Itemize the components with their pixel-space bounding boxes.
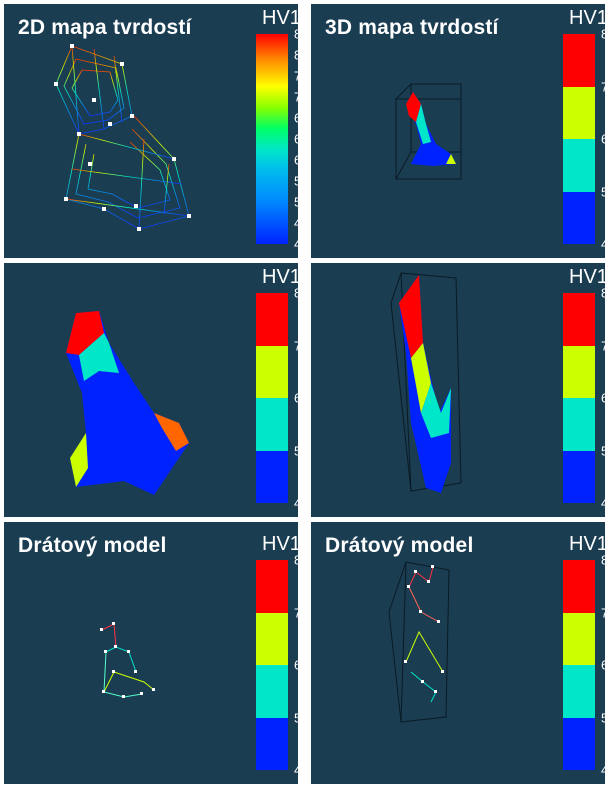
colorbar-band [256,665,288,718]
colorbar-tick-label: 651 [294,131,298,147]
colorbar-tick-label: 554 [601,184,605,199]
colorbar-tick-label: 457 [294,762,298,778]
panel-3d-hardness-map: 3D mapa tvrdostí HV1845 748 651 554 457 [311,4,605,258]
wireframe-2d-view [100,622,155,698]
colorbar-band [563,450,595,503]
colorbar-tick-label: 768 [294,68,298,84]
colorbar-band [256,717,288,770]
colorbar-tick-label: 845 [601,285,605,301]
colorbar-tick-label: 457 [294,495,298,511]
colorbar-tick-label: 554 [601,710,605,725]
colorbar-tick-label: 748 [601,605,605,620]
colorbar-tick-label: 845 [294,552,298,568]
panel-title: Drátový model [325,534,474,557]
colorbar-label: HV1 [569,533,605,555]
colorbar-band [563,345,595,398]
colorbar-band [256,450,288,503]
colorbar-tick-label: 457 [601,495,605,511]
colorbar: HV1845 748 651 554 457 [563,533,605,777]
colorbar-bands [563,34,595,244]
volume-3d-view [395,83,462,180]
panel-title: Drátový model [18,534,167,557]
colorbar: HV1845 748 651 554 457 [256,533,298,777]
colorbar-band [563,612,595,665]
colorbar-label: HV1 [262,266,298,288]
colorbar-tick-label: 457 [601,236,605,252]
mesh-2d-gradient-view [54,44,191,231]
colorbar-bands [563,560,595,770]
colorbar-tick-label: 612 [294,152,298,168]
colorbar-tick-label: 690 [294,110,298,126]
colorbar-tick-label: 651 [601,390,605,406]
colorbar-band [563,398,595,451]
colorbar-tick-label: 457 [601,762,605,778]
panel-wireframe-3d: Drátový model HV1845 748 651 554 457 [311,522,605,784]
colorbar-tick-label: 748 [294,605,298,620]
colorbar-tick-label: 651 [294,390,298,406]
panel-2d-hardness-map: 2D mapa tvrdostí HV1 845 806 768 729 690 651 6… [4,4,298,258]
colorbar-tick-label: 496 [294,215,298,231]
colorbar-band [563,717,595,770]
wireframe-3d-view [388,561,450,723]
colorbar-label: HV1 [262,533,298,555]
surface-3d-view [390,272,462,493]
panel-title: 3D mapa tvrdostí [325,16,499,39]
panel-title: 2D mapa tvrdostí [18,16,192,39]
colorbar-tick-label: 806 [294,47,298,63]
colorbar-tick-label: 748 [601,79,605,94]
colorbar-tick-label: 574 [294,173,298,189]
colorbar-gradient [256,34,288,244]
colorbar-tick-label: 651 [294,657,298,673]
colorbar-band [563,560,595,613]
colorbar-band [563,86,595,139]
colorbar-band [256,560,288,613]
colorbar-tick-label: 748 [601,338,605,353]
colorbar-band [563,191,595,244]
contour-2d-view [66,311,189,495]
colorbar-tick-label: 729 [294,89,298,105]
colorbar-bands [256,560,288,770]
colorbar: HV1845 748 651 554 457 [563,266,605,510]
colorbar-band [256,398,288,451]
colorbar-tick-label: 845 [601,26,605,42]
colorbar-band [563,139,595,192]
colorbar: HV1845 748 651 554 457 [256,266,298,510]
colorbar-tick-label: 554 [601,443,605,458]
colorbar-tick-label: 845 [294,26,298,42]
colorbar-band [256,345,288,398]
colorbar-tick-label: 651 [601,131,605,147]
colorbar-tick-label: 457 [294,236,298,252]
colorbar-tick-label: 845 [294,285,298,301]
panel-wireframe-2d: Drátový model HV1845 748 651 554 457 [4,522,298,784]
colorbar-tick-label: 748 [294,338,298,353]
colorbar-band [563,34,595,87]
colorbar-label: HV1 [569,266,605,288]
colorbar-band [563,665,595,718]
colorbar-band [563,293,595,346]
colorbar-tick-label: 554 [294,443,298,458]
colorbar-label: HV1 [262,7,298,29]
colorbar-bands [256,293,288,503]
colorbar-tick-label: 554 [294,710,298,725]
colorbar-band [256,293,288,346]
colorbar-tick-label: 651 [601,657,605,673]
panel-3d-surface: HV1845 748 651 554 457 [311,263,605,517]
colorbar-tick-label: 845 [601,552,605,568]
colorbar: HV1845 748 651 554 457 [563,7,605,251]
colorbar-band [256,612,288,665]
colorbar: HV1 845 806 768 729 690 651 612 574 535 496 457 [256,7,298,251]
colorbar-label: HV1 [569,7,605,29]
panel-2d-contour-map: HV1845 748 651 554 457 [4,263,298,517]
colorbar-bands [563,293,595,503]
colorbar-tick-label: 535 [294,194,298,210]
